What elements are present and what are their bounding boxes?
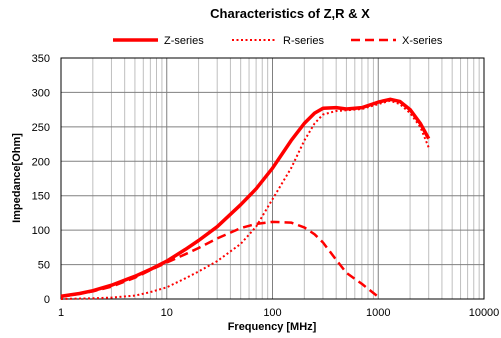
y-tick-label: 0 bbox=[44, 294, 50, 306]
x-tick-label: 100 bbox=[263, 307, 281, 319]
series-line-x-series bbox=[60, 220, 380, 299]
plot-frame bbox=[60, 57, 485, 300]
x-tick-label: 10000 bbox=[469, 307, 500, 319]
x-tick-label: 1000 bbox=[366, 307, 390, 319]
y-tick-label: 250 bbox=[32, 122, 50, 134]
y-tick-label: 50 bbox=[38, 260, 50, 272]
chart-title: Characteristics of Z,R & X bbox=[210, 6, 370, 21]
y-tick-label: 300 bbox=[32, 87, 50, 99]
y-tick-label: 200 bbox=[32, 156, 50, 168]
x-tick-labels: 1 10 100 1000 10000 bbox=[58, 307, 499, 319]
y-tick-label: 150 bbox=[32, 191, 50, 203]
grid bbox=[61, 58, 484, 299]
y-tick-label: 100 bbox=[32, 225, 50, 237]
x-axis-label: Frequency [MHz] bbox=[228, 321, 317, 333]
legend-label-r-series: R-series bbox=[283, 35, 324, 47]
legend-label-z-series: Z-series bbox=[164, 35, 204, 47]
legend-label-x-series: X-series bbox=[402, 35, 443, 47]
y-axis-label: Impedance[Ohm] bbox=[11, 133, 23, 223]
series-line-z-series bbox=[60, 97, 431, 298]
y-tick-label: 350 bbox=[32, 53, 50, 65]
x-tick-label: 10 bbox=[161, 307, 173, 319]
x-tick-label: 1 bbox=[58, 307, 64, 319]
y-tick-labels: 0 50 100 150 200 250 300 350 bbox=[32, 53, 50, 306]
series-layer bbox=[60, 97, 431, 300]
series-line-r-series bbox=[60, 99, 430, 300]
legend: Z-series R-series X-series bbox=[113, 35, 443, 47]
